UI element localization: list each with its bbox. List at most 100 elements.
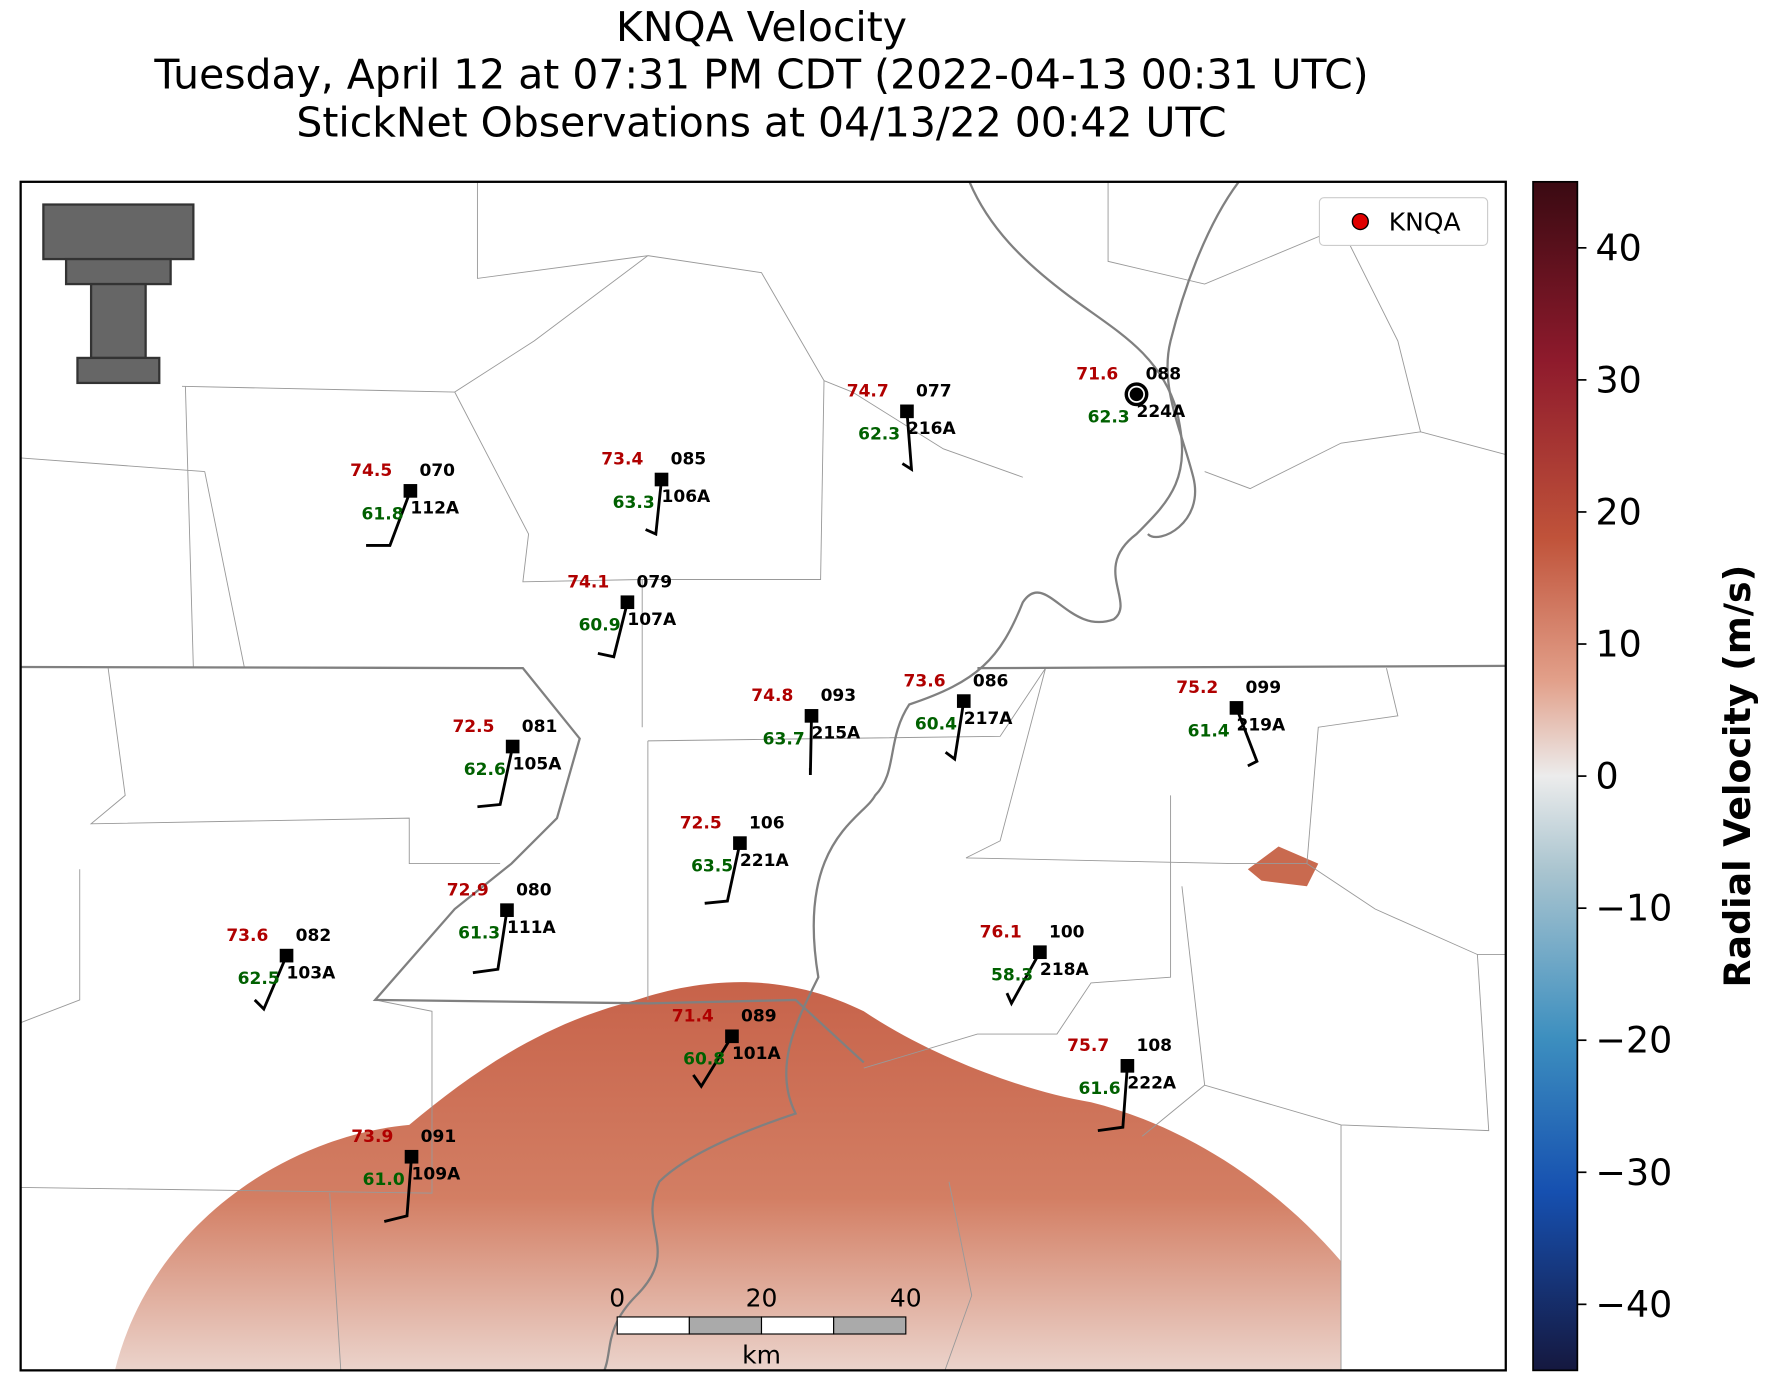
title: KNQA Velocity Tuesday, April 12 at 07:31… [153, 3, 1368, 146]
dewpoint: 60.8 [683, 1050, 725, 1070]
station-code: 089 [741, 1007, 777, 1027]
temperature: 75.2 [1176, 678, 1218, 698]
wind-barb [808, 715, 813, 775]
station-id: 106A [662, 487, 712, 507]
wind-barb [1005, 951, 1042, 1007]
county-lines [20, 181, 1506, 1371]
dewpoint: 61.0 [363, 1170, 405, 1190]
station-marker [1229, 701, 1244, 715]
station-code: 080 [516, 880, 552, 900]
station-code: 100 [1049, 922, 1085, 942]
station-code: 081 [522, 717, 558, 737]
colorbar-tick-label: 10 [1596, 623, 1642, 666]
map [20, 181, 1506, 1371]
station-id: 105A [513, 754, 563, 774]
dewpoint: 60.9 [579, 616, 621, 636]
dewpoint: 58.3 [991, 966, 1033, 986]
legend-marker [1351, 212, 1369, 231]
dewpoint: 62.3 [858, 425, 900, 445]
temperature: 72.9 [447, 880, 489, 900]
station-marker [403, 484, 418, 498]
station-id: 103A [287, 963, 337, 983]
dewpoint: 63.3 [613, 493, 655, 513]
colorbar-ticks: 40 30 20 10 0 −10 −20 −30 −40 [1577, 226, 1673, 1326]
title-line: Tuesday, April 12 at 07:31 PM CDT (2022-… [153, 51, 1368, 99]
station-id: 219A [1236, 716, 1286, 736]
temperature: 76.1 [980, 922, 1022, 942]
dewpoint: 61.4 [1188, 721, 1230, 741]
legend-box [1318, 197, 1489, 247]
map-frame [19, 180, 1507, 1372]
temperature: 71.4 [672, 1007, 714, 1027]
scale-segment [760, 1316, 835, 1335]
station-marker [725, 1029, 739, 1044]
scale-tick-label: 40 [890, 1284, 922, 1313]
title-line: StickNet Observations at 04/13/22 00:42 … [296, 98, 1226, 146]
scale-bar: 0 20 40 km [609, 1284, 921, 1370]
wind-barb [645, 479, 663, 537]
dewpoint: 62.6 [464, 760, 506, 780]
station-marker [279, 948, 294, 963]
temperature: 75.7 [1067, 1036, 1109, 1056]
wind-barb [472, 909, 509, 975]
colorbar-tick-label: −30 [1596, 1151, 1673, 1194]
station-id: 222A [1127, 1074, 1177, 1094]
colorbar-label: Radial Velocity (m/s) [1716, 565, 1759, 988]
temperature: 74.1 [567, 572, 609, 592]
station-code: 093 [821, 686, 857, 706]
wind-barb [944, 700, 966, 762]
logo [42, 203, 195, 385]
dewpoint: 61.3 [458, 924, 500, 944]
wind-barb [597, 601, 629, 659]
station-marker [956, 694, 971, 708]
station-marker [1033, 945, 1047, 960]
station-marker [1129, 387, 1144, 402]
station-marker [500, 903, 514, 917]
station-marker [1120, 1059, 1135, 1073]
colorbar-tick-label: 40 [1596, 226, 1642, 269]
temperature: 73.6 [904, 671, 946, 691]
temperature: 73.9 [351, 1127, 393, 1147]
wind-barb [704, 842, 742, 905]
scale-unit: km [742, 1341, 781, 1370]
wind-barb [477, 746, 515, 809]
wind-barb [253, 955, 288, 1012]
station-code: 099 [1246, 678, 1282, 698]
temperature: 71.6 [1076, 365, 1118, 385]
station-code: 079 [637, 572, 673, 592]
scale-segment [688, 1316, 763, 1335]
wind-barb [1097, 1065, 1129, 1133]
station-marker [404, 1149, 419, 1164]
title-line: KNQA Velocity [616, 3, 907, 51]
colorbar-tick-label: 30 [1596, 358, 1642, 401]
state-lines [20, 181, 1506, 1371]
station-marker [505, 739, 520, 754]
station-marker [804, 709, 819, 723]
station-marker [654, 472, 669, 487]
dewpoint: 60.4 [915, 714, 957, 734]
station-code: 106 [749, 813, 785, 833]
temperature: 73.4 [601, 450, 643, 470]
station-id: 112A [410, 499, 460, 519]
colorbar [1532, 180, 1579, 1372]
colorbar-tick-label: −40 [1596, 1283, 1673, 1326]
station-id: 224A [1136, 402, 1186, 422]
station-id: 221A [740, 851, 790, 871]
station-marker [620, 595, 635, 610]
dewpoint: 63.5 [691, 857, 733, 877]
stations: 74.5 070 61.8 112A 73.4 085 63.3 106A 74.7 077 62.… [226, 365, 1286, 1223]
station-code: 077 [916, 382, 952, 402]
station-code: 070 [419, 461, 455, 481]
dewpoint: 63.7 [763, 729, 805, 749]
dewpoint: 62.3 [1088, 408, 1130, 428]
colorbar-tick-label: −10 [1596, 887, 1673, 930]
dewpoint: 61.8 [362, 504, 404, 524]
colorbar-tick-label: 0 [1596, 755, 1619, 798]
radar-echo [115, 982, 1342, 1371]
temperature: 72.5 [680, 813, 722, 833]
station-code: 082 [296, 926, 332, 946]
station-marker [733, 836, 747, 850]
